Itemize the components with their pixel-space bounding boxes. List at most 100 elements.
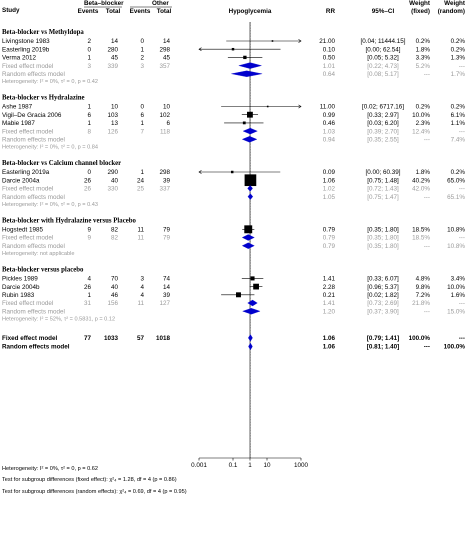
ci-arrow xyxy=(298,39,302,43)
rr-value: 1.02 xyxy=(323,186,336,193)
row-label: Random effects model xyxy=(2,308,65,315)
row-label: Hogstedt 1985 xyxy=(2,227,43,234)
ci-value: [0.02; 6717.16] xyxy=(362,104,404,111)
row-label: Verma 2012 xyxy=(2,55,36,62)
study-row: Hogstedt 1985 9 82 11 79 0.79 [0.35; 1.80] 18.5… xyxy=(2,225,465,234)
rr-value: 1.06 xyxy=(323,177,336,184)
total1-value: 82 xyxy=(111,227,119,234)
events2-value: 24 xyxy=(137,177,145,184)
events1-value: 1 xyxy=(87,120,91,127)
events1-value: 3 xyxy=(87,63,91,70)
subgroup-label: Beta-blocker versus placebo xyxy=(2,267,84,274)
model-row: Fixed effect model 9 82 11 79 0.79 [0.35; 1.80… xyxy=(2,234,465,242)
heterogeneity-text: Heterogeneity: not applicable xyxy=(2,251,74,257)
weight-fixed-value: 1.8% xyxy=(416,46,431,53)
x-tick-label: 10 xyxy=(263,462,271,469)
events1-value: 1 xyxy=(87,104,91,111)
rr-value: 1.05 xyxy=(323,194,336,201)
study-square xyxy=(271,40,274,42)
row-label: Ashe 1987 xyxy=(2,104,33,111)
x-tick-label: 0.1 xyxy=(229,462,238,469)
events1-value: 1 xyxy=(87,55,91,62)
fixed-effect-diamond xyxy=(241,234,255,241)
heterogeneity-row: Heterogeneity: I² = 52%, τ² = 0.5831, p … xyxy=(2,317,115,323)
events2-value: 25 xyxy=(137,186,145,193)
study-square xyxy=(231,47,235,51)
events1-value: 26 xyxy=(84,284,92,291)
events2-value: 11 xyxy=(137,300,144,307)
model-row: Fixed effect model 77 1033 57 1018 1.06 [0.79;… xyxy=(2,334,465,342)
ci-arrow xyxy=(298,104,302,109)
study-row: Pickles 1989 4 70 3 74 1.41 [0.33; 6.07] 4.8% 3.… xyxy=(2,276,465,283)
weight-fixed-value: 18.5% xyxy=(412,235,430,242)
total1-value: 13 xyxy=(111,120,119,127)
ci-value: [0.37; 3.90] xyxy=(367,308,399,315)
weight-random-value: 0.2% xyxy=(451,38,466,45)
weight-fixed-value: 9.8% xyxy=(416,284,431,291)
weight-fixed-value: 5.2% xyxy=(416,63,431,70)
events1-value: 0 xyxy=(87,46,91,53)
events1-value: 0 xyxy=(87,169,91,176)
fixed-effect-diamond xyxy=(247,185,253,192)
weight-random-value: --- xyxy=(459,335,465,342)
row-label: Fixed effect model xyxy=(2,335,58,342)
row-label: Fixed effect model xyxy=(2,63,53,70)
rr-value: 1.41 xyxy=(323,300,336,307)
weight-random-value: 1.1% xyxy=(451,120,466,127)
row-label: Fixed effect model xyxy=(2,300,53,307)
weight-fixed-value: 40.2% xyxy=(412,177,430,184)
total2-value: 118 xyxy=(160,128,171,135)
weight-random-value: 15.0% xyxy=(447,308,465,315)
weight-fixed-value: 4.8% xyxy=(416,276,431,283)
events1-value: 26 xyxy=(84,177,92,184)
weight-fixed-value: 100.0% xyxy=(409,335,431,342)
heterogeneity-text: Heterogeneity: I² = 52%, τ² = 0.5831, p … xyxy=(2,317,115,323)
subgroup-heading: Beta-blocker with Hydralazine versus Pla… xyxy=(2,218,137,225)
footer-text: Heterogeneity: I² = 0%, τ² = 0, p = 0.62 xyxy=(2,466,98,472)
rr-value: 0.79 xyxy=(323,243,336,250)
ci-value: [0.75; 1.48] xyxy=(367,177,399,184)
events1-value: 6 xyxy=(87,112,91,119)
heterogeneity-row: Heterogeneity: I² = 0%, τ² = 0, p = 0.84 xyxy=(2,145,98,151)
subgroup-label: Beta-blocker vs Calcium channel blocker xyxy=(2,160,121,167)
total1-value: 40 xyxy=(111,177,119,184)
weight-fixed-value: 0.2% xyxy=(416,104,431,111)
weight-random-subheader: (random) xyxy=(438,8,465,15)
ci-value: [0.33; 6.07] xyxy=(367,276,399,283)
model-row: Random effects model 0.94 [0.35; 2.55] --- 7… xyxy=(2,136,465,144)
weight-fixed-value: 2.3% xyxy=(416,120,431,127)
study-header: Study xyxy=(2,7,20,14)
rr-value: 21.00 xyxy=(319,38,335,45)
ci-value: [0.72; 1.43] xyxy=(367,186,399,193)
study-row: Livingstone 1983 2 14 0 14 21.00 [0.04; 11444.… xyxy=(2,38,465,45)
total1-value: 45 xyxy=(111,55,119,62)
plot-title: Hypoglycemia xyxy=(229,8,272,15)
study-square xyxy=(243,55,247,60)
weight-fixed-value: 10.0% xyxy=(412,112,430,119)
total2-value: 14 xyxy=(163,284,171,291)
events2-value: 4 xyxy=(140,284,144,291)
model-row: Random effects model 1.05 [0.75; 1.47] --- 6… xyxy=(2,193,465,201)
total2-value: 39 xyxy=(163,292,171,299)
ci-value: [0.00; 62.54] xyxy=(365,46,400,53)
ci-value: [0.04; 11444.15] xyxy=(360,38,405,45)
total1-value: 70 xyxy=(111,276,119,283)
rr-value: 11.00 xyxy=(320,104,336,111)
total2-value: 357 xyxy=(159,63,170,70)
total1-value: 82 xyxy=(111,235,119,242)
random-effect-diamond xyxy=(242,308,261,315)
study-row: Rubin 1983 1 46 4 39 0.21 [0.02; 1.82] 7.2% 1.6% xyxy=(2,292,465,299)
x-tick-label: 1 xyxy=(248,462,252,469)
forest-rows: Beta-blocker vs Methyldopa Livingstone 19… xyxy=(2,29,465,351)
model-row: Random effects model 0.64 [0.08; 5.17] --- 1… xyxy=(2,70,465,78)
weight-random-value: 1.3% xyxy=(451,55,466,62)
fixed-effect-diamond xyxy=(242,127,258,135)
weight-fixed-value: 3.3% xyxy=(416,55,431,62)
row-label: Easterling 2019a xyxy=(2,169,50,176)
events2-value: 3 xyxy=(140,276,144,283)
events1-value: 9 xyxy=(87,235,91,242)
weight-fixed-value: 21.8% xyxy=(412,300,430,307)
rr-header: RR xyxy=(326,8,336,15)
rr-value: 0.64 xyxy=(323,71,336,78)
rr-value: 0.99 xyxy=(323,112,336,119)
